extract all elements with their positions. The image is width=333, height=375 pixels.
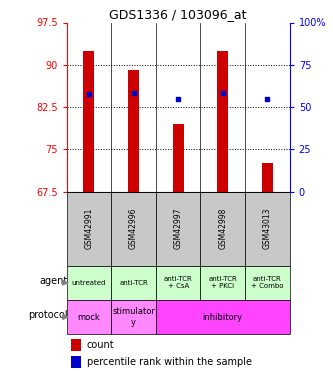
Bar	[67, 266, 111, 300]
Text: untreated: untreated	[72, 280, 106, 286]
Bar	[111, 300, 156, 334]
Bar	[111, 192, 156, 266]
Text: anti-TCR: anti-TCR	[119, 280, 148, 286]
Text: GSM42991: GSM42991	[84, 208, 94, 249]
Point	[175, 96, 181, 102]
Bar	[262, 164, 273, 192]
Bar	[83, 51, 95, 192]
Point	[220, 90, 225, 96]
Bar	[71, 339, 81, 351]
Bar	[172, 124, 184, 192]
Text: GSM43013: GSM43013	[263, 208, 272, 249]
Text: percentile rank within the sample: percentile rank within the sample	[87, 357, 252, 368]
Text: GSM42997: GSM42997	[173, 208, 183, 249]
Point	[86, 91, 92, 97]
Text: anti-TCR
+ PKCi: anti-TCR + PKCi	[208, 276, 237, 289]
Bar	[71, 357, 81, 368]
Bar	[128, 70, 139, 192]
Point	[131, 90, 136, 96]
Text: count: count	[87, 340, 114, 350]
Text: GSM42996: GSM42996	[129, 208, 138, 249]
Bar	[111, 266, 156, 300]
Bar	[156, 266, 200, 300]
Text: anti-TCR
+ CsA: anti-TCR + CsA	[164, 276, 192, 289]
Text: protocol: protocol	[28, 310, 68, 320]
Text: stimulator
y: stimulator y	[112, 308, 155, 327]
Bar	[245, 266, 290, 300]
Bar	[67, 300, 111, 334]
Text: anti-TCR
+ Combo: anti-TCR + Combo	[251, 276, 284, 289]
Bar	[156, 300, 290, 334]
Bar	[156, 192, 200, 266]
Bar	[217, 51, 228, 192]
Bar	[200, 266, 245, 300]
Text: agent: agent	[39, 276, 68, 286]
Bar	[67, 192, 111, 266]
Point	[265, 96, 270, 102]
Text: GSM42998: GSM42998	[218, 208, 227, 249]
Title: GDS1336 / 103096_at: GDS1336 / 103096_at	[110, 8, 247, 21]
Text: mock: mock	[78, 313, 100, 322]
Bar	[200, 192, 245, 266]
Bar	[245, 192, 290, 266]
Text: inhibitory: inhibitory	[203, 313, 243, 322]
